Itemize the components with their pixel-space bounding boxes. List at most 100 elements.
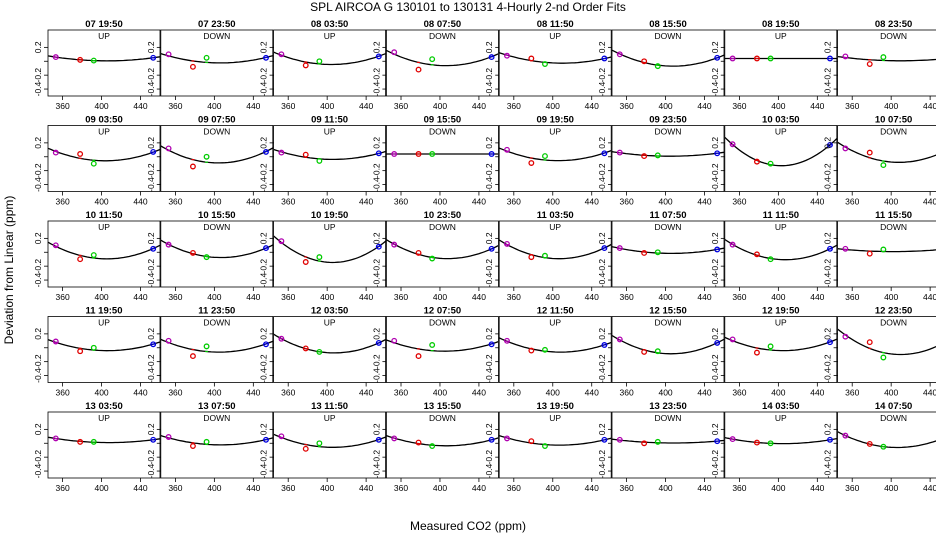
x-tick-label: 400 [94,197,108,207]
x-tick-label: 400 [658,197,672,207]
panel-title: 09 07:50 [198,115,236,126]
panel-direction: DOWN [429,31,456,41]
x-tick-label: 440 [246,292,260,302]
panel-frame [837,411,936,479]
x-tick-label: 400 [884,101,898,111]
y-tick-label: -0.2 [259,259,269,274]
panel-title: 08 15:50 [649,19,687,30]
fit-curve [724,336,838,352]
data-point [375,339,382,346]
x-tick-label: 360 [394,101,408,111]
x-tick-label: 440 [697,292,711,302]
data-point [641,250,648,256]
data-point [842,245,849,252]
data-point [616,51,623,58]
data-point [415,353,422,360]
panel-title: 07 19:50 [85,19,123,30]
panel-direction: DOWN [429,127,456,137]
panel-direction: UP [324,127,336,137]
panel-direction: UP [98,127,110,137]
x-tick-label: 440 [133,388,147,398]
x-tick-label: 400 [546,197,560,207]
panel-direction: DOWN [880,127,907,137]
panel-direction: UP [775,318,787,328]
panel-title: 10 19:50 [311,210,349,221]
data-point [842,432,849,439]
y-tick-label: -0.4 [823,81,833,96]
x-tick-label: 440 [246,197,260,207]
x-tick-label: 360 [56,388,70,398]
data-point [601,245,608,252]
fit-curve [724,136,838,167]
data-point [278,335,285,342]
panel-direction: DOWN [203,413,230,423]
x-tick-label: 360 [507,292,521,302]
y-tick-label: -0.2 [710,68,720,83]
y-tick-label: -0.2 [823,68,833,83]
data-point [90,160,97,167]
panel-title: 08 23:50 [875,19,913,30]
data-point [641,153,648,160]
y-tick-label: 0.2 [710,137,720,149]
x-tick-label: 400 [884,388,898,398]
data-point [504,337,510,344]
data-point [504,240,510,247]
x-tick-label: 440 [133,197,147,207]
panel-frame [611,411,725,479]
y-tick-label: 0.2 [484,423,494,435]
data-point [391,151,398,157]
x-axis-label: Measured CO2 (ppm) [410,519,526,533]
data-point [316,440,323,447]
y-tick-label: 0.2 [146,328,156,340]
fit-curve [273,333,386,354]
fit-curve [498,239,612,260]
panel-title: 11 11:50 [763,210,799,221]
panel-direction: UP [549,222,561,232]
data-point [263,341,269,348]
panel-direction: DOWN [429,222,456,232]
x-tick-label: 400 [207,197,221,207]
x-tick-label: 400 [771,388,785,398]
data-point [90,344,97,351]
data-point [729,141,736,148]
panel-direction: UP [549,413,561,423]
y-tick-label: -0.4 [710,81,720,96]
fit-curve [837,55,936,62]
x-tick-label: 440 [697,388,711,398]
panel-title: 12 15:50 [649,306,687,317]
x-tick-label: 440 [585,101,599,111]
panel-direction: UP [324,222,336,232]
x-tick-label: 440 [359,101,373,111]
x-tick-label: 400 [94,388,108,398]
panel-frame [273,125,387,192]
fit-curve [499,434,612,446]
panel-title: 11 23:50 [198,306,235,317]
x-tick-label: 360 [394,292,408,302]
data-point [150,54,157,61]
x-tick-label: 440 [472,197,486,207]
y-tick-label: 0.2 [259,41,269,53]
y-tick-label: -0.4 [33,463,43,478]
panel-title: 08 03:50 [311,19,349,30]
fit-curve [837,141,936,163]
x-tick-label: 440 [359,388,373,398]
data-point [866,441,873,447]
y-tick-label: -0.4 [371,81,381,96]
y-tick-label: -0.2 [33,163,43,178]
data-point [165,51,172,58]
y-tick-label: -0.2 [484,259,494,274]
y-tick-label: 0.2 [371,423,381,435]
panel-title: 14 07:50 [875,401,913,412]
y-tick-label: -0.2 [33,68,43,83]
data-point [189,163,196,170]
data-point [189,353,196,360]
data-point [375,436,382,443]
